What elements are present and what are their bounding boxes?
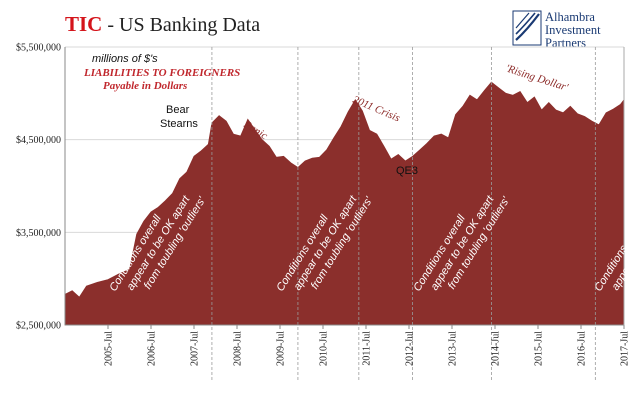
- y-tick-label: $2,500,000: [16, 321, 61, 332]
- x-tick-label: 2007-Jul: [190, 331, 201, 366]
- x-tick-label: 2016-Jul: [577, 331, 588, 366]
- x-tick-label: 2017-Jul: [620, 331, 631, 366]
- logo-line-2: Investment: [545, 23, 601, 37]
- x-tick-label: 2013-Jul: [448, 331, 459, 366]
- x-tick-label: 2008-Jul: [233, 331, 244, 366]
- axes: $2,500,000 $3,500,000 $4,500,000 $5,500,000…: [16, 43, 631, 367]
- x-tick-label: 2015-Jul: [534, 331, 545, 366]
- y-tick-label: $5,500,000: [16, 43, 61, 54]
- legend-units-note: millions of $'s: [92, 53, 158, 65]
- annotation-rising-dollar: 'Rising Dollar': [504, 62, 570, 94]
- x-tick-label: 2006-Jul: [147, 331, 158, 366]
- x-tick-label: 2009-Jul: [276, 331, 287, 366]
- y-tick-label: $4,500,000: [16, 135, 61, 146]
- annotation-bear-line-1: Bear: [166, 104, 190, 116]
- chart-title: TIC - US Banking Data: [65, 12, 260, 36]
- x-tick-label: 2011-Jul: [362, 331, 373, 366]
- legend-title-line-1: LIABILITIES TO FOREIGNERS: [83, 67, 240, 79]
- legend-title-line-2: Payable in Dollars: [103, 80, 187, 92]
- x-tick-label: 2012-Jul: [405, 331, 416, 366]
- series-area: [64, 81, 625, 326]
- annotation-qe3: QE3: [396, 165, 418, 177]
- logo-line-1: Alhambra: [545, 10, 595, 24]
- y-tick-label: $3,500,000: [16, 228, 61, 239]
- annotation-bear-line-2: Stearns: [160, 118, 198, 130]
- alhambra-logo: Alhambra Investment Partners: [512, 10, 601, 50]
- logo-line-3: Partners: [545, 36, 586, 50]
- x-tick-label: 2014-Jul: [491, 331, 502, 366]
- x-tick-label: 2005-Jul: [104, 331, 115, 366]
- x-tick-label: 2010-Jul: [319, 331, 330, 366]
